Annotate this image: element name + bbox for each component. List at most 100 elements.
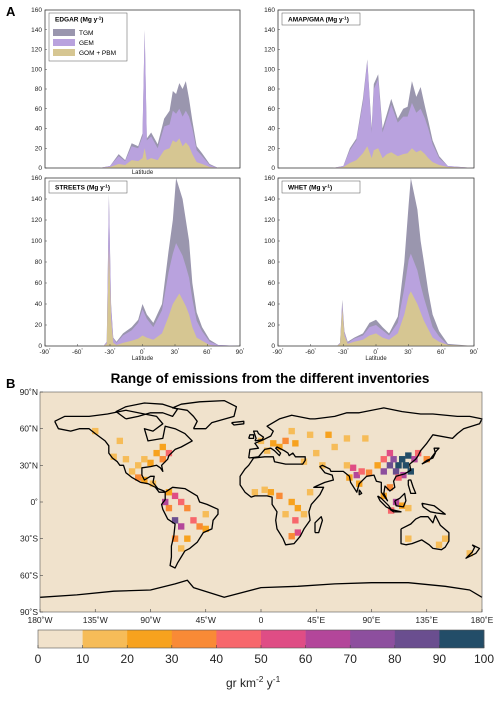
emission-cell bbox=[147, 459, 154, 467]
map-x-tick-label: 180˚E bbox=[471, 615, 494, 625]
colorbar-tick-label: 50 bbox=[254, 652, 268, 666]
emission-cell bbox=[325, 431, 332, 438]
colorbar-segment bbox=[82, 630, 128, 648]
emission-cell bbox=[386, 449, 394, 457]
y-tick-label: 20 bbox=[35, 145, 43, 152]
emission-cell bbox=[402, 462, 410, 469]
emission-cell bbox=[135, 462, 142, 469]
emission-cell bbox=[358, 468, 365, 475]
emission-cell bbox=[196, 523, 203, 530]
emission-cell bbox=[395, 462, 402, 469]
emission-cell bbox=[365, 469, 373, 476]
emission-cell bbox=[386, 484, 394, 491]
y-tick-label: 120 bbox=[264, 47, 275, 54]
map-x-tick-label: 0 bbox=[259, 615, 264, 625]
y-tick-label: 80 bbox=[268, 86, 276, 93]
y-tick-label: 0 bbox=[271, 165, 275, 172]
emission-cell bbox=[466, 550, 473, 557]
emission-cell bbox=[411, 456, 418, 463]
emission-cell bbox=[400, 471, 407, 479]
emission-cell bbox=[149, 480, 157, 487]
colorbar-tick-label: 20 bbox=[121, 652, 135, 666]
emission-cell bbox=[441, 535, 449, 542]
coastline bbox=[160, 486, 219, 569]
coastline bbox=[358, 489, 363, 496]
emission-cell bbox=[395, 474, 402, 481]
emission-cell bbox=[276, 443, 283, 451]
emission-cell bbox=[374, 462, 381, 469]
area-gem bbox=[45, 31, 240, 168]
y-tick-label: 0 bbox=[271, 343, 275, 350]
coastline bbox=[394, 492, 407, 508]
emission-cell bbox=[178, 498, 185, 506]
y-tick-label: 40 bbox=[35, 301, 43, 308]
area-gem bbox=[45, 199, 240, 346]
x-tick-label: 90˚ bbox=[470, 347, 479, 357]
emission-cell bbox=[405, 504, 412, 512]
x-tick-label: 60˚ bbox=[203, 347, 212, 357]
x-tick-label: -90˚ bbox=[40, 347, 51, 357]
emission-cell bbox=[263, 447, 271, 454]
y-tick-label: 80 bbox=[268, 259, 276, 266]
emission-cell bbox=[399, 502, 406, 509]
emission-cell bbox=[276, 492, 283, 500]
emission-cell bbox=[190, 517, 197, 524]
emission-cell bbox=[407, 468, 414, 475]
y-tick-label: 60 bbox=[268, 106, 276, 113]
y-tick-label: 80 bbox=[35, 259, 43, 266]
y-tick-label: 120 bbox=[264, 217, 275, 224]
map-x-tick-label: 45˚E bbox=[307, 615, 325, 625]
emission-cell bbox=[386, 462, 394, 469]
x-tick-label: 0˚ bbox=[140, 347, 146, 357]
colorbar-tick-label: 70 bbox=[344, 652, 358, 666]
map-y-tick-label: 60˚N bbox=[20, 424, 38, 434]
area-chart-edgar: 0 20 40 60 80 100 120 140 160 Latitude EDGAR (Mg y… bbox=[31, 7, 241, 176]
coastline bbox=[465, 544, 481, 559]
legend-title: AMAP/GMA (Mg y-1) bbox=[288, 15, 349, 24]
emission-cell bbox=[294, 529, 302, 536]
coastline bbox=[252, 430, 265, 442]
emission-cell bbox=[184, 535, 191, 542]
y-tick-label: 80 bbox=[35, 86, 43, 93]
emission-map: Range of emissions from the different in… bbox=[20, 371, 494, 625]
x-axis-label: Latitude bbox=[365, 356, 387, 362]
legend-label: GEM bbox=[79, 40, 94, 47]
y-tick-label: 160 bbox=[31, 7, 42, 14]
colorbar-tick-label: 30 bbox=[165, 652, 179, 666]
y-tick-label: 140 bbox=[31, 27, 42, 34]
coastline bbox=[115, 402, 179, 420]
map-y-tick-label: 30˚S bbox=[20, 534, 38, 544]
emission-cell bbox=[288, 533, 295, 540]
colorbar-segment bbox=[261, 630, 306, 648]
emission-cell bbox=[135, 474, 142, 481]
coastline bbox=[171, 399, 238, 430]
colorbar-tick-label: 80 bbox=[388, 652, 402, 666]
y-tick-label: 100 bbox=[31, 66, 42, 73]
y-tick-label: 60 bbox=[268, 280, 276, 287]
emission-cell bbox=[202, 511, 209, 518]
map-x-tick-label: 180˚W bbox=[27, 615, 52, 625]
y-tick-label: 100 bbox=[31, 238, 42, 245]
emission-cell bbox=[162, 498, 169, 506]
coastline bbox=[248, 434, 255, 440]
emission-cell bbox=[390, 456, 397, 463]
legend-title: STREETS (Mg y-1) bbox=[55, 183, 110, 192]
map-x-tick-label: 135˚W bbox=[83, 615, 108, 625]
emission-cell bbox=[435, 541, 443, 548]
area-gom-pbm bbox=[278, 291, 474, 346]
emission-cell bbox=[110, 453, 117, 460]
emission-cell bbox=[392, 498, 400, 506]
x-tick-label: 30˚ bbox=[404, 347, 413, 357]
colorbar: 0 10 20 30 40 50 60 70 80 90 100 gr km-2 y-1 bbox=[35, 629, 494, 690]
emission-cell bbox=[288, 427, 295, 435]
coastline bbox=[231, 420, 245, 426]
map-y-tick-label: 90˚S bbox=[20, 607, 38, 617]
x-tick-label: -30˚ bbox=[338, 347, 349, 357]
x-tick-label: 60˚ bbox=[437, 347, 446, 357]
emission-cell bbox=[405, 535, 412, 542]
emission-cell bbox=[165, 449, 173, 457]
emission-cell bbox=[128, 468, 136, 475]
legend-swatch bbox=[53, 29, 75, 36]
colorbar-segment bbox=[394, 630, 440, 648]
emission-cell bbox=[122, 456, 130, 463]
